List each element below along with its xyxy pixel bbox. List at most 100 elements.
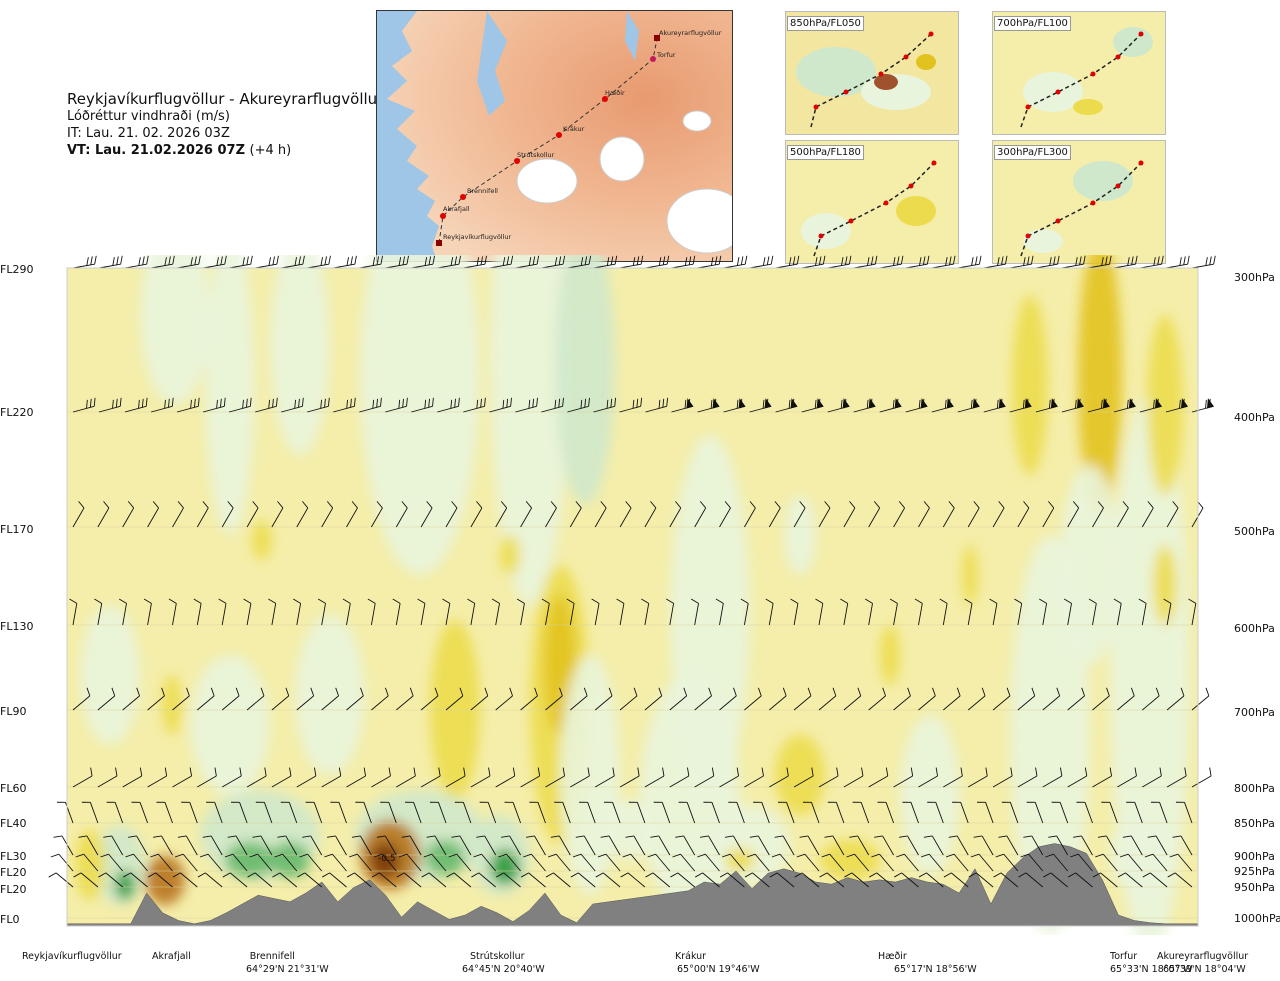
location-coord: 65°33'N 18°07'W	[1110, 964, 1193, 975]
wind-barb	[889, 598, 898, 626]
wind-barb	[793, 501, 806, 528]
wind-barb	[246, 501, 259, 528]
wind-barb	[1035, 398, 1058, 413]
wind-barb	[824, 835, 845, 856]
wind-barb	[448, 853, 472, 872]
wind-barb	[371, 872, 397, 888]
wind-barb	[641, 598, 650, 626]
wind-barb	[1067, 872, 1093, 888]
wind-barb	[94, 598, 103, 626]
wind-barb	[902, 801, 919, 824]
wind-barb	[231, 801, 248, 824]
wind-barb	[367, 598, 376, 626]
wind-barb	[1097, 835, 1118, 856]
map-label-reykjavik: Reykjavíkurflugvöllur	[443, 233, 512, 241]
wind-barb	[445, 687, 464, 711]
wind-field-patch	[1147, 315, 1183, 495]
wind-barb	[75, 853, 99, 872]
wind-barb	[973, 835, 994, 856]
wind-barb	[1166, 687, 1185, 711]
wind-barb	[349, 853, 372, 872]
wind-barb	[1117, 767, 1137, 788]
location-name: Brennifell	[249, 951, 295, 962]
wind-barb	[324, 853, 347, 872]
wind-barb	[321, 767, 342, 788]
wind-barb	[249, 853, 273, 872]
wind-barb	[395, 501, 408, 528]
wind-barb	[943, 687, 961, 711]
wind-barb	[470, 687, 489, 711]
wind-barb	[152, 835, 173, 856]
wind-barb	[967, 687, 986, 711]
wind-barb	[333, 255, 357, 269]
wind-field-patch	[75, 830, 105, 900]
wind-barb	[619, 767, 640, 788]
wind-barb	[296, 767, 317, 788]
wind-barb	[724, 835, 745, 856]
wind-barb	[1138, 598, 1147, 626]
wind-barb	[594, 687, 613, 711]
wind-field-patch	[270, 842, 310, 878]
map-label-strutskollur: Strútskollur	[517, 151, 555, 159]
pressure-label: 1000hPa	[1234, 912, 1280, 925]
location-name: Reykjavíkurflugvöllur	[22, 951, 122, 962]
wind-barb	[473, 853, 497, 872]
wind-field-patch	[145, 855, 185, 905]
wind-barb	[437, 255, 461, 269]
wind-barb	[939, 598, 948, 626]
wind-barb	[669, 687, 688, 711]
thumbnail-700[interactable]: 700hPa/FL100	[992, 11, 1166, 135]
wind-barb	[644, 687, 663, 711]
thumbnail-500[interactable]: 500hPa/FL180	[785, 140, 959, 264]
wind-field-patch	[725, 848, 755, 872]
wind-barb	[749, 398, 772, 413]
wind-barb	[442, 598, 451, 626]
wind-field-patch	[370, 842, 400, 878]
location-name: Strútskollur	[470, 951, 525, 962]
wind-barb	[827, 801, 845, 824]
wind-barb	[846, 853, 870, 872]
wind-barb	[905, 255, 930, 269]
wind-barb	[1018, 872, 1044, 888]
wind-barb	[989, 598, 998, 626]
wind-barb	[570, 872, 596, 888]
wind-barb	[694, 687, 712, 711]
wind-barb	[72, 501, 85, 528]
wind-barb	[147, 767, 168, 788]
wind-barb	[992, 501, 1005, 528]
wind-field-patch	[605, 800, 655, 860]
wind-barb	[515, 397, 538, 413]
wind-barb	[202, 397, 226, 413]
wind-barb	[647, 853, 671, 872]
wind-barb	[554, 801, 571, 824]
wind-barb	[218, 598, 227, 626]
wind-barb	[992, 687, 1011, 711]
wind-barb	[591, 598, 600, 626]
map-label-brennifell: Brennifell	[467, 187, 498, 195]
wind-barb	[619, 255, 644, 269]
lead-time: (+4 h)	[249, 143, 292, 158]
fl-label: FL60	[0, 782, 27, 795]
location-krakur: Krákur 65°00'N 19°46'W	[675, 951, 760, 975]
thumbnail-850-graphic	[786, 12, 958, 134]
wind-barb	[948, 835, 969, 856]
wind-field-patch	[555, 255, 615, 505]
wind-barb	[197, 872, 223, 888]
wind-barb	[619, 397, 643, 413]
wind-barb	[1009, 255, 1034, 269]
thumbnail-850[interactable]: 850hPa/FL050	[785, 11, 959, 135]
wind-field-patch	[295, 615, 365, 775]
wind-barb	[1043, 872, 1068, 888]
wind-barb	[802, 801, 820, 824]
wind-barb	[893, 501, 905, 528]
issue-time: IT: Lau. 21. 02. 2026 03Z	[67, 126, 230, 141]
wind-barb	[771, 853, 795, 872]
wind-barb	[1026, 801, 1044, 824]
wind-barb	[579, 801, 596, 824]
wind-barb	[373, 853, 397, 872]
wind-field-patch	[190, 655, 270, 795]
wind-barb	[628, 801, 646, 824]
wind-barb	[371, 767, 391, 788]
fl-label: FL30	[0, 850, 27, 863]
thumbnail-300[interactable]: 300hPa/FL300	[992, 140, 1166, 264]
